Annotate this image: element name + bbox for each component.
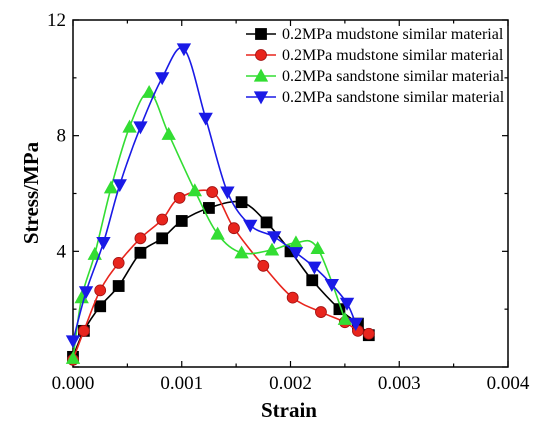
data-point	[315, 306, 327, 318]
data-point	[94, 284, 107, 297]
x-axis-title: Strain	[261, 398, 317, 422]
data-point	[187, 183, 202, 197]
data-point	[141, 84, 157, 98]
x-tick-label: 0.003	[378, 373, 421, 394]
data-point	[210, 226, 225, 240]
data-point	[65, 351, 81, 364]
data-point	[134, 246, 147, 259]
data-point	[260, 216, 273, 229]
data-point	[198, 112, 213, 126]
data-point	[362, 327, 375, 340]
data-point	[264, 242, 280, 256]
data-point	[134, 232, 147, 245]
x-tick-label: 0.001	[160, 373, 203, 394]
data-point	[288, 247, 304, 261]
data-point	[133, 121, 148, 135]
legend-marker	[255, 49, 267, 61]
legend-label: 0.2MPa sandstone similar material	[282, 89, 505, 106]
data-point	[310, 241, 325, 255]
data-point	[176, 43, 192, 57]
data-point	[103, 180, 119, 194]
x-tick-label: 0.000	[52, 373, 95, 394]
data-point	[112, 179, 127, 193]
legend: 0.2MPa mudstone similar material 0.2MPa m…	[246, 26, 505, 106]
y-tick-label: 8	[57, 126, 67, 147]
series-line	[72, 46, 357, 342]
legend-label: 0.2MPa mudstone similar material	[282, 47, 504, 64]
series-line	[72, 189, 370, 361]
series-4	[65, 43, 363, 349]
legend-label: 0.2MPa sandstone similar material	[282, 68, 505, 85]
data-point	[337, 311, 353, 325]
data-point	[267, 231, 282, 245]
data-point	[94, 300, 107, 313]
x-tick-label: 0.004	[487, 373, 530, 394]
data-point	[78, 286, 94, 300]
data-point	[220, 186, 235, 200]
data-point	[306, 274, 319, 287]
data-point	[173, 191, 186, 204]
data-point	[112, 280, 125, 292]
data-point	[156, 232, 169, 245]
data-point	[307, 261, 322, 275]
data-point	[206, 186, 219, 198]
data-point	[339, 297, 355, 311]
y-tick-label: 4	[57, 241, 67, 262]
series-3	[65, 84, 353, 364]
data-point	[154, 72, 170, 86]
data-point	[324, 278, 340, 292]
series-layer	[65, 43, 375, 366]
data-point	[228, 222, 240, 235]
data-point	[112, 256, 125, 269]
axis-ticks: 0.000 0.001 0.002 0.003 0.004 4 8 12	[47, 10, 530, 394]
data-point	[235, 196, 248, 209]
legend-item: 0.2MPa mudstone similar material	[246, 26, 504, 43]
legend-item: 0.2MPa sandstone similar material	[246, 89, 505, 106]
data-point	[175, 215, 188, 227]
data-point	[257, 259, 270, 272]
data-point	[65, 335, 81, 349]
y-tick-label: 12	[47, 10, 66, 31]
legend-marker	[255, 28, 267, 40]
y-axis-title: Stress/MPa	[19, 141, 43, 244]
legend-item: 0.2MPa mudstone similar material	[246, 47, 504, 64]
data-point	[161, 126, 176, 140]
legend-label: 0.2MPa mudstone similar material	[282, 26, 504, 43]
data-point	[286, 291, 299, 304]
series-line	[72, 200, 370, 358]
legend-item: 0.2MPa sandstone similar material	[246, 68, 505, 85]
data-point	[156, 213, 169, 226]
data-point	[77, 324, 90, 337]
data-point	[348, 318, 363, 331]
data-point	[243, 219, 258, 233]
data-point	[122, 119, 137, 133]
series-2	[67, 186, 375, 366]
legend-marker	[253, 91, 269, 105]
data-point	[96, 237, 111, 250]
legend-marker	[253, 68, 269, 82]
data-point	[234, 245, 249, 259]
x-tick-label: 0.002	[269, 373, 312, 394]
